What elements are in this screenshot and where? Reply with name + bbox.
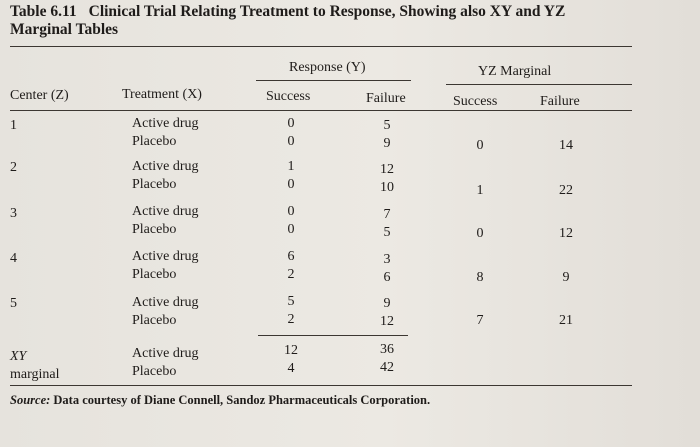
success-cell: 1 <box>287 159 295 174</box>
yz-marginal-header: YZ Marginal <box>478 64 552 79</box>
center-label: 1 <box>10 118 17 133</box>
table-number: Table 6.11 <box>10 3 77 20</box>
yz-success-cell: 7 <box>476 313 484 328</box>
response-group-rule <box>256 80 411 81</box>
yz-success-column-header: Success <box>453 94 498 109</box>
success-cell: 0 <box>287 222 295 237</box>
table-title-line1: Clinical Trial Relating Treatment to Res… <box>88 3 566 20</box>
failure-cell: 9 <box>383 136 391 151</box>
failure-cell: 6 <box>383 270 391 285</box>
yz-failure-cell: 14 <box>559 138 573 153</box>
center-column-header: Center (Z) <box>10 88 69 103</box>
treatment-cell: Placebo <box>132 134 177 149</box>
yz-success-cell: 1 <box>476 183 484 198</box>
yz-failure-cell: 21 <box>559 313 573 328</box>
treatment-column-header: Treatment (X) <box>122 87 202 102</box>
treatment-cell: Placebo <box>132 313 177 328</box>
success-cell: 2 <box>287 267 295 282</box>
yz-success-cell: 0 <box>476 138 484 153</box>
failure-cell: 5 <box>383 118 391 133</box>
success-cell: 0 <box>287 204 295 219</box>
yz-group-rule <box>446 84 632 85</box>
xy-marginal-label-xy: XY <box>10 349 27 364</box>
success-cell: 0 <box>287 177 295 192</box>
failure-cell: 3 <box>383 252 391 267</box>
failure-column-header: Failure <box>366 91 406 106</box>
treatment-cell: Active drug <box>132 249 199 264</box>
treatment-cell: Placebo <box>132 177 177 192</box>
success-cell: 5 <box>287 294 295 309</box>
center-label: 2 <box>10 160 17 175</box>
bottom-rule <box>10 385 632 386</box>
success-cell: 2 <box>287 312 295 327</box>
success-cell: 0 <box>287 116 295 131</box>
yz-success-cell: 8 <box>476 270 484 285</box>
failure-cell: 36 <box>380 342 394 357</box>
yz-failure-cell: 22 <box>559 183 573 198</box>
treatment-cell: Active drug <box>132 159 199 174</box>
failure-cell: 42 <box>380 360 394 375</box>
marginal-totals-rule <box>258 335 408 336</box>
treatment-cell: Placebo <box>132 222 177 237</box>
treatment-cell: Active drug <box>132 116 199 131</box>
treatment-cell: Active drug <box>132 204 199 219</box>
yz-failure-cell: 12 <box>559 226 573 241</box>
failure-cell: 12 <box>380 162 394 177</box>
center-label: 3 <box>10 206 17 221</box>
success-cell: 12 <box>284 343 298 358</box>
failure-cell: 12 <box>380 314 394 329</box>
failure-cell: 9 <box>383 296 391 311</box>
success-cell: 6 <box>287 249 295 264</box>
success-cell: 0 <box>287 134 295 149</box>
treatment-cell: Placebo <box>132 364 177 379</box>
treatment-cell: Active drug <box>132 295 199 310</box>
center-label: 5 <box>10 296 17 311</box>
header-bottom-rule <box>10 110 632 111</box>
yz-failure-cell: 9 <box>562 270 570 285</box>
table-title-line2: Marginal Tables <box>10 21 119 38</box>
table-title: Table 6.11 Clinical Trial Relating Treatm… <box>10 3 565 21</box>
failure-cell: 7 <box>383 207 391 222</box>
center-label: 4 <box>10 251 17 266</box>
failure-cell: 5 <box>383 225 391 240</box>
xy-marginal-label: marginal <box>10 367 60 382</box>
yz-failure-column-header: Failure <box>540 94 580 109</box>
yz-success-cell: 0 <box>476 226 484 241</box>
response-group-header: Response (Y) <box>289 60 366 75</box>
success-cell: 4 <box>287 361 295 376</box>
top-rule <box>10 46 632 47</box>
source-text: Data courtesy of Diane Connell, Sandoz P… <box>53 393 431 407</box>
failure-cell: 10 <box>380 180 394 195</box>
success-column-header: Success <box>266 89 311 104</box>
source-label: Source: <box>10 393 51 407</box>
treatment-cell: Active drug <box>132 346 199 361</box>
treatment-cell: Placebo <box>132 267 177 282</box>
source-note: Source: Data courtesy of Diane Connell, … <box>10 393 430 408</box>
